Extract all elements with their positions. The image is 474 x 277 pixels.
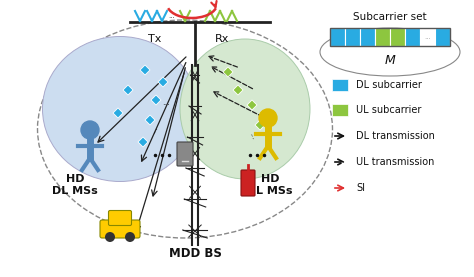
Text: Subcarrier set: Subcarrier set <box>353 12 427 22</box>
Text: ...: ... <box>169 13 175 19</box>
Polygon shape <box>140 65 150 75</box>
FancyBboxPatch shape <box>177 142 193 166</box>
Text: ···: ··· <box>151 126 163 137</box>
Text: HD
DL MSs: HD DL MSs <box>52 174 98 196</box>
Polygon shape <box>113 108 123 118</box>
Bar <box>330 28 345 46</box>
Bar <box>420 28 435 46</box>
Ellipse shape <box>180 39 310 179</box>
Polygon shape <box>255 120 265 130</box>
Circle shape <box>125 232 135 242</box>
Text: DL subcarrier: DL subcarrier <box>356 80 422 90</box>
Text: Rx: Rx <box>215 34 229 44</box>
Bar <box>375 28 390 46</box>
Bar <box>405 28 420 46</box>
Bar <box>332 79 348 91</box>
Circle shape <box>105 232 115 242</box>
Bar <box>330 28 450 46</box>
Polygon shape <box>145 115 155 125</box>
FancyBboxPatch shape <box>241 170 255 196</box>
Text: DL transmission: DL transmission <box>356 131 435 141</box>
Bar <box>360 28 375 46</box>
Bar <box>332 104 348 116</box>
Bar <box>345 28 360 46</box>
Polygon shape <box>138 137 148 147</box>
Text: SI: SI <box>356 183 365 193</box>
Bar <box>435 28 450 46</box>
Text: ···: ··· <box>162 101 170 110</box>
FancyBboxPatch shape <box>109 211 131 225</box>
Ellipse shape <box>43 37 198 181</box>
Bar <box>390 28 405 46</box>
Circle shape <box>81 121 99 139</box>
Polygon shape <box>233 85 243 95</box>
FancyBboxPatch shape <box>100 220 140 238</box>
Text: UL subcarrier: UL subcarrier <box>356 105 421 115</box>
Text: MDD BS: MDD BS <box>169 247 221 260</box>
Text: ···: ··· <box>245 132 255 142</box>
Polygon shape <box>151 95 161 105</box>
Circle shape <box>259 109 277 127</box>
Polygon shape <box>223 67 233 77</box>
Text: ...: ... <box>424 34 431 40</box>
Text: UL transmission: UL transmission <box>356 157 434 167</box>
Text: $M$: $M$ <box>384 54 396 67</box>
Text: Tx: Tx <box>148 34 162 44</box>
Polygon shape <box>158 77 168 87</box>
Polygon shape <box>123 85 133 95</box>
Polygon shape <box>247 100 257 110</box>
Text: ...: ... <box>193 13 201 19</box>
Text: HD
UL MSs: HD UL MSs <box>247 174 293 196</box>
